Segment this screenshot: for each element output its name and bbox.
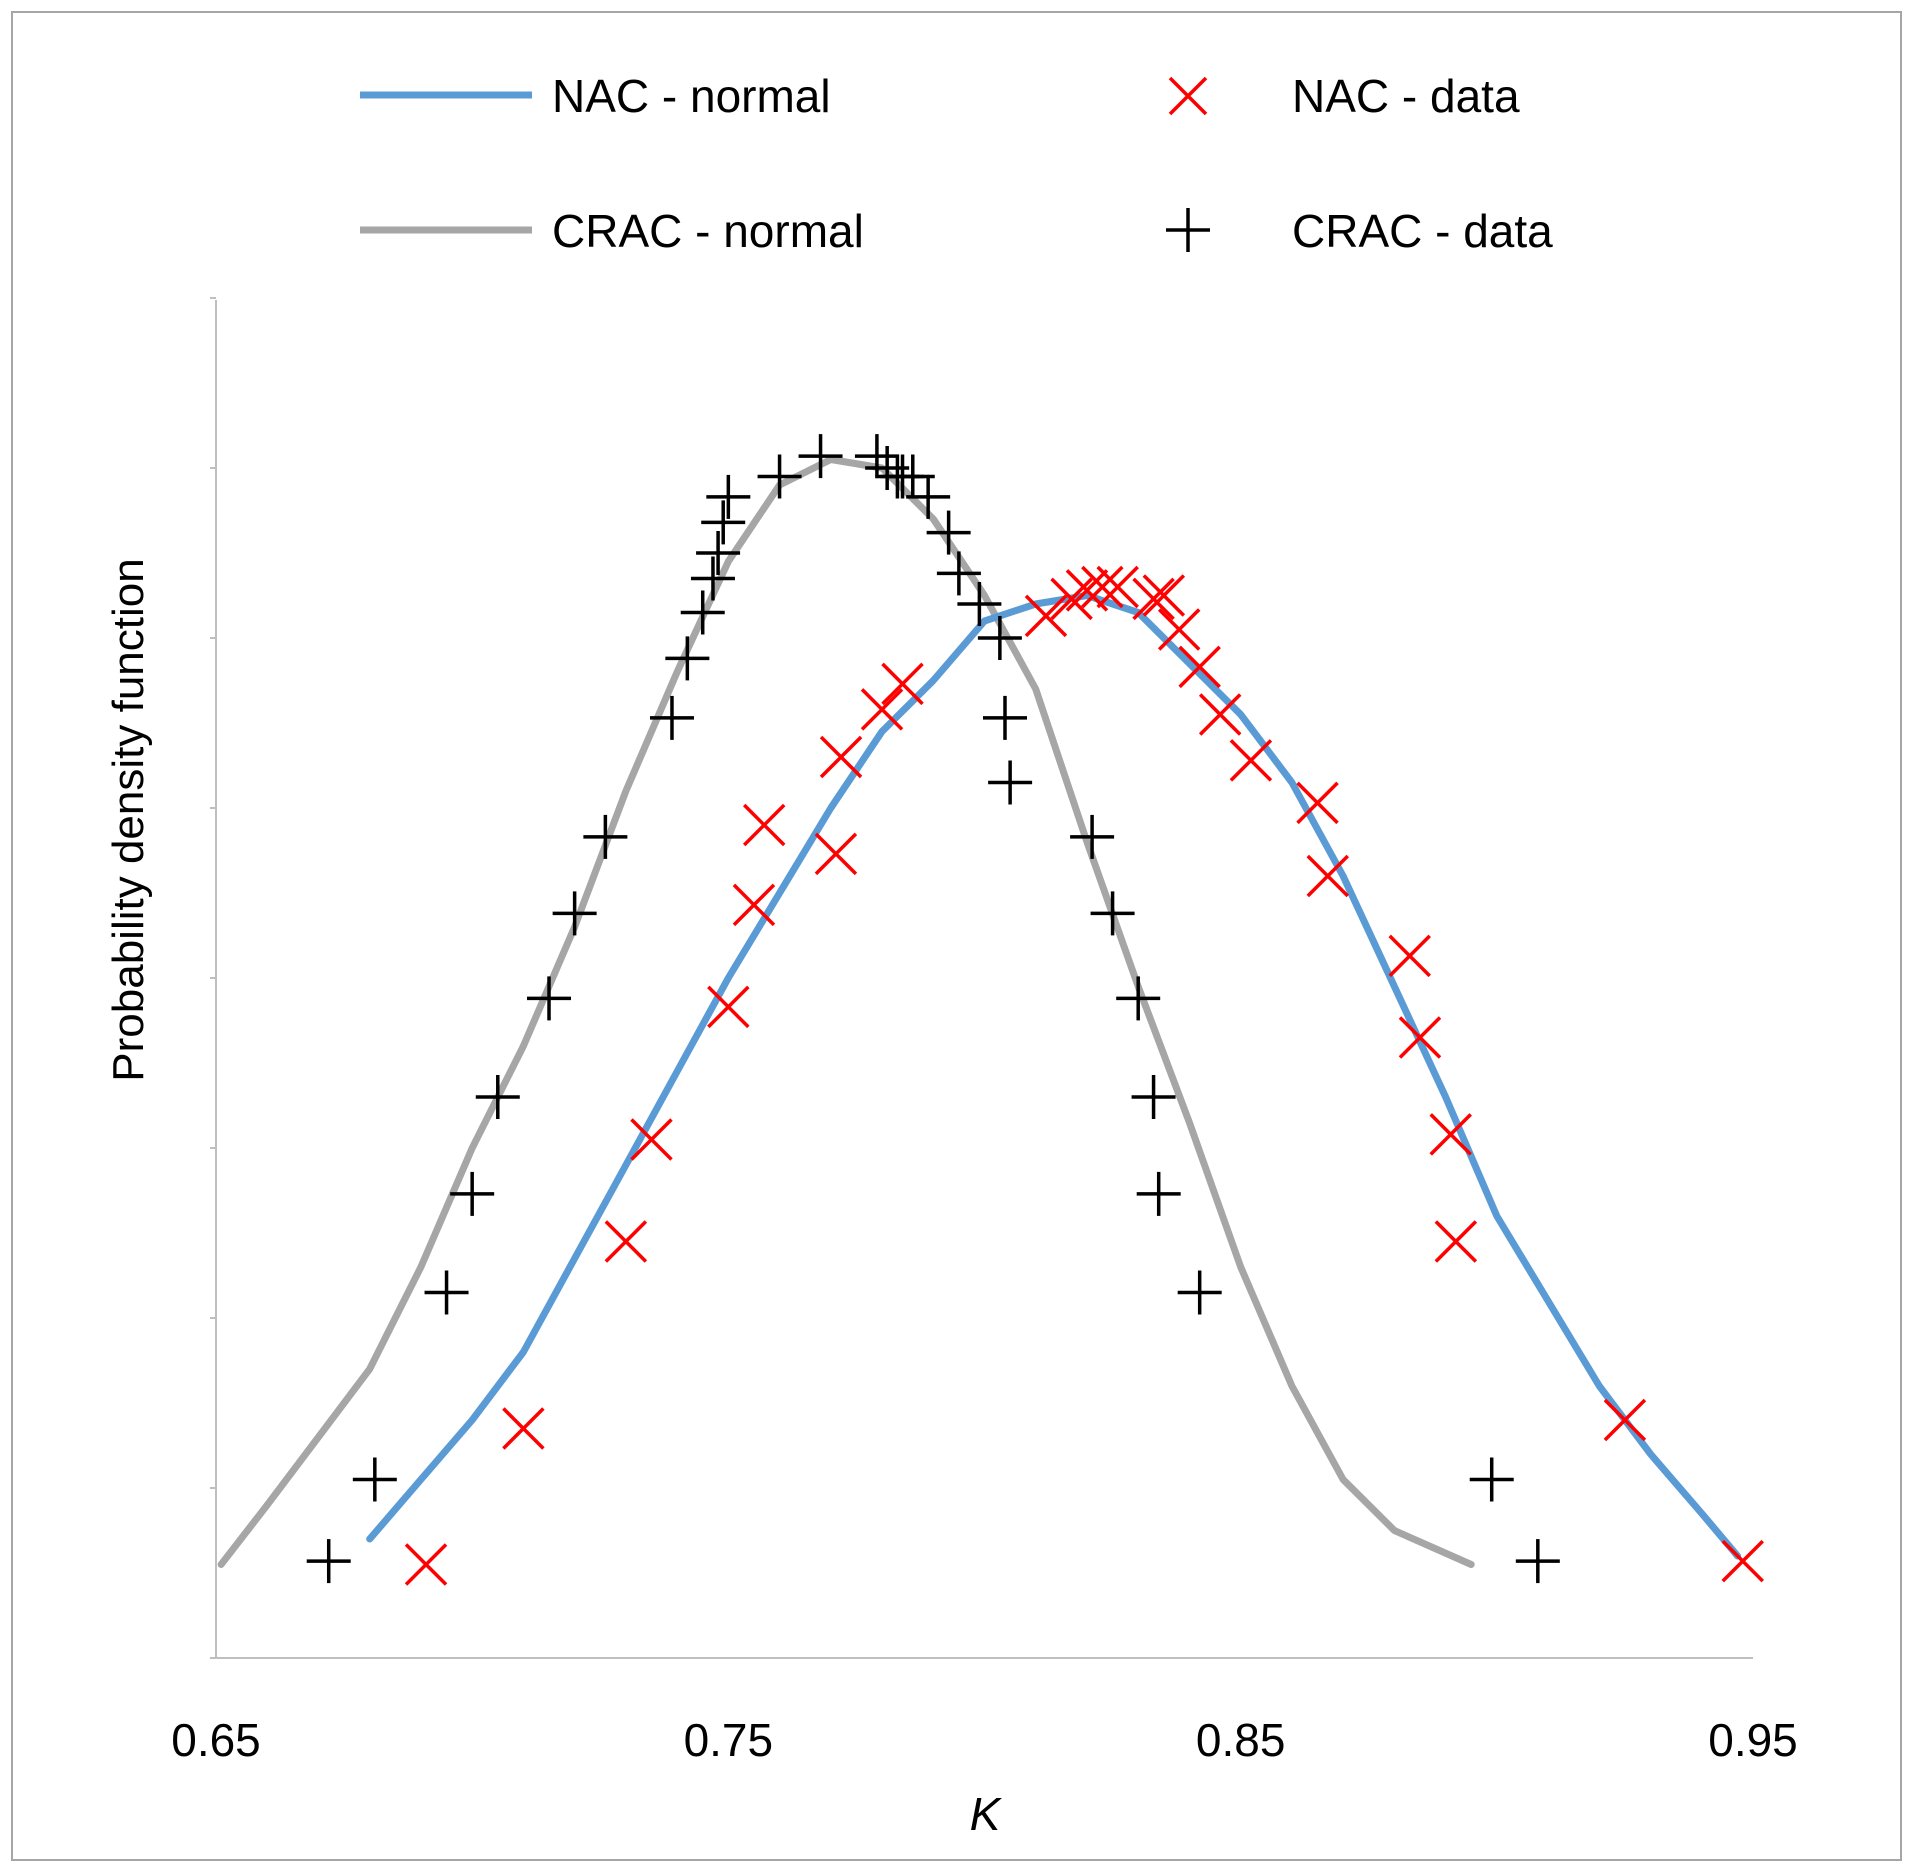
nac-data-point-24 [1388, 934, 1431, 978]
nac-data-point-16 [1132, 577, 1175, 621]
nac-data-point-18 [1157, 608, 1201, 651]
crac-data-point-25 [957, 582, 1002, 626]
legend-label-nac-normal: NAC - normal [552, 70, 831, 122]
plot-area: 0.65 0.75 0.85 0.95 [171, 297, 1798, 1766]
x-tick-label-1: 0.75 [684, 1714, 774, 1766]
crac-data-point-3 [450, 1171, 495, 1216]
nac-data-point-21 [1229, 739, 1273, 782]
x-tick-label-2: 0.85 [1196, 1714, 1286, 1766]
crac-data-point-16 [798, 434, 843, 479]
crac-data-point-15 [757, 454, 802, 499]
nac-data-point-3 [630, 1118, 673, 1161]
legend: NAC - normal NAC - data CRAC - normal CR… [360, 70, 1553, 257]
nac-data-point-0 [404, 1543, 448, 1586]
nac-data-point-5 [732, 883, 776, 927]
legend-label-nac-data: NAC - data [1292, 70, 1520, 122]
crac-data-point-27 [982, 695, 1027, 740]
crac-data-point-26 [977, 616, 1022, 660]
nac-data-point-8 [819, 735, 863, 779]
x-axis-label: K [970, 1788, 1003, 1840]
crac-data-point-8 [649, 695, 694, 740]
nac-data-point-10 [881, 662, 924, 706]
crac-data-point-24 [936, 551, 981, 596]
crac-data-point-34 [1177, 1270, 1222, 1315]
crac-data-point-29 [1070, 814, 1115, 859]
nac-data-point-25 [1398, 1016, 1442, 1059]
crac-data-point-5 [527, 976, 572, 1021]
series-markers [306, 434, 1764, 1586]
legend-label-crac-normal: CRAC - normal [552, 205, 864, 257]
legend-label-crac-data: CRAC - data [1292, 205, 1553, 257]
nac-data-point-12 [1050, 577, 1093, 621]
nac-data-point-2 [604, 1220, 648, 1263]
nac-data-point-1 [502, 1407, 545, 1450]
x-tick-label-3: 0.95 [1708, 1714, 1798, 1766]
crac-data-point-22 [906, 474, 951, 519]
crac-data-point-36 [1515, 1539, 1560, 1584]
crac-data-point-13 [701, 500, 746, 545]
crac-data-point-31 [1116, 976, 1161, 1021]
nac-data-point-20 [1198, 693, 1242, 736]
nac-data-point-22 [1296, 781, 1339, 825]
crac-data-point-30 [1090, 891, 1135, 936]
nac-data-point-9 [860, 688, 904, 731]
crac-data-point-35 [1469, 1457, 1514, 1502]
nac-data-point-7 [814, 832, 858, 876]
y-ticks [210, 297, 216, 1659]
x-tick-labels: 0.65 0.75 0.85 0.95 [171, 1714, 1798, 1766]
crac-data-point-11 [690, 556, 735, 601]
nac-data-point-6 [742, 803, 786, 847]
crac-data-point-7 [583, 814, 628, 859]
crac-data-point-23 [926, 510, 971, 555]
crac-data-point-0 [306, 1539, 351, 1584]
crac-data-point-10 [680, 590, 725, 635]
nac-data-point-27 [1434, 1220, 1478, 1263]
y-axis-label: Probability density function [104, 558, 153, 1081]
nac-data-point-17 [1142, 574, 1186, 617]
crac-data-point-28 [988, 760, 1033, 805]
chart-frame [11, 11, 1902, 1861]
nac-data-point-26 [1429, 1113, 1472, 1156]
crac-data-point-9 [665, 636, 710, 681]
nac-data-point-29 [1721, 1539, 1764, 1583]
nac-data-point-19 [1178, 645, 1221, 689]
nac-data-point-28 [1603, 1398, 1647, 1442]
crac-data-point-6 [552, 891, 597, 936]
legend-swatch-nac-data [1168, 76, 1208, 116]
crac-data-point-4 [475, 1075, 520, 1119]
crac-data-point-14 [706, 474, 751, 519]
nac-data-point-11 [1024, 594, 1068, 638]
nac-data-point-23 [1306, 854, 1350, 898]
crac-data-point-12 [696, 531, 741, 575]
nac-data-point-15 [1096, 565, 1139, 609]
legend-swatch-crac-data [1166, 208, 1210, 252]
x-tick-label-0: 0.65 [171, 1714, 261, 1766]
series-line-crac-normal [217, 456, 1475, 1568]
crac-data-point-32 [1131, 1075, 1176, 1119]
nac-data-point-4 [707, 985, 750, 1029]
crac-data-point-17 [854, 434, 899, 479]
crac-data-point-1 [352, 1457, 397, 1502]
nac-data-point-14 [1081, 565, 1124, 609]
crac-data-point-2 [424, 1270, 469, 1315]
crac-data-point-33 [1136, 1171, 1181, 1216]
